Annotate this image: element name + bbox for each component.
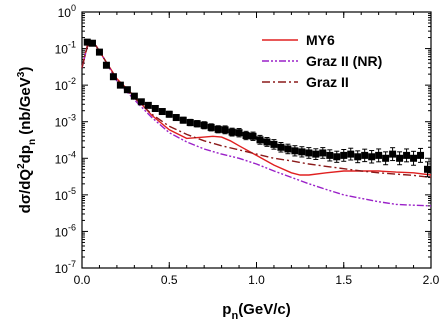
y-tick-label: 10-5 bbox=[55, 186, 76, 203]
data-point bbox=[179, 116, 187, 124]
y-tick-label: 10-7 bbox=[55, 259, 76, 276]
data-point bbox=[382, 154, 390, 162]
data-point bbox=[319, 149, 327, 157]
data-point bbox=[354, 153, 362, 161]
data-point bbox=[207, 123, 215, 131]
data-point bbox=[312, 150, 320, 158]
data-point bbox=[144, 101, 152, 109]
data-point bbox=[305, 149, 313, 157]
data-point bbox=[417, 151, 425, 159]
x-tick-label: 1.0 bbox=[248, 273, 265, 287]
legend: MY6 Graz II (NR) Graz II bbox=[262, 32, 382, 90]
data-point bbox=[137, 98, 145, 106]
y-tick-label: 10-1 bbox=[55, 40, 76, 57]
data-point bbox=[270, 140, 278, 148]
data-point bbox=[333, 153, 341, 161]
data-point bbox=[200, 121, 208, 129]
legend-label: Graz II bbox=[306, 74, 349, 90]
data-point bbox=[221, 126, 229, 134]
data-point bbox=[83, 38, 91, 46]
data-point bbox=[361, 151, 369, 159]
data-point bbox=[340, 151, 348, 159]
y-axis-title: dσ/dQ2dpn (nb/GeV3) bbox=[16, 67, 38, 214]
data-point bbox=[88, 39, 96, 47]
data-points-layer bbox=[83, 38, 432, 178]
data-point bbox=[403, 151, 411, 159]
data-point bbox=[249, 132, 257, 140]
y-tick-label: 10-3 bbox=[55, 113, 76, 130]
x-tick-label: 1.5 bbox=[335, 273, 352, 287]
data-point bbox=[242, 131, 250, 139]
data-point bbox=[158, 108, 166, 116]
y-tick-label: 100 bbox=[58, 3, 76, 20]
data-point bbox=[410, 154, 418, 162]
x-tick-label: 2.0 bbox=[423, 273, 439, 287]
x-tick-label: 0.0 bbox=[74, 273, 91, 287]
data-point bbox=[424, 165, 432, 173]
data-point bbox=[298, 148, 306, 156]
axes: 0.0 0.5 1.0 1.5 2.0 10-7 10-6 10-5 10-4 10-3 10-2 1… bbox=[55, 3, 439, 287]
data-point bbox=[165, 110, 173, 118]
data-point bbox=[396, 154, 404, 162]
data-point bbox=[151, 104, 159, 112]
data-point bbox=[326, 151, 334, 159]
data-point bbox=[277, 143, 285, 151]
data-point bbox=[186, 119, 194, 127]
data-point bbox=[256, 136, 264, 144]
data-point bbox=[263, 138, 271, 146]
data-point bbox=[172, 114, 180, 122]
data-point bbox=[284, 145, 292, 153]
data-point bbox=[347, 150, 355, 158]
y-tick-label: 10-2 bbox=[55, 76, 76, 93]
data-point bbox=[193, 120, 201, 128]
data-point bbox=[109, 73, 117, 81]
data-point bbox=[368, 153, 376, 161]
data-point bbox=[235, 129, 243, 137]
legend-label: Graz II (NR) bbox=[306, 53, 382, 69]
y-tick-label: 10-4 bbox=[55, 149, 76, 166]
data-point bbox=[214, 125, 222, 133]
data-point bbox=[130, 92, 138, 100]
data-point bbox=[102, 61, 110, 69]
data-point bbox=[228, 128, 236, 136]
data-point bbox=[95, 48, 103, 56]
data-point bbox=[291, 147, 299, 155]
data-point bbox=[389, 150, 397, 158]
x-tick-label: 0.5 bbox=[161, 273, 178, 287]
data-point bbox=[375, 151, 383, 159]
y-tick-label: 10-6 bbox=[55, 222, 76, 239]
data-point bbox=[123, 86, 131, 94]
legend-label: MY6 bbox=[306, 32, 335, 48]
data-point bbox=[116, 81, 124, 89]
x-axis-title: pn(GeV/c) bbox=[222, 301, 290, 322]
